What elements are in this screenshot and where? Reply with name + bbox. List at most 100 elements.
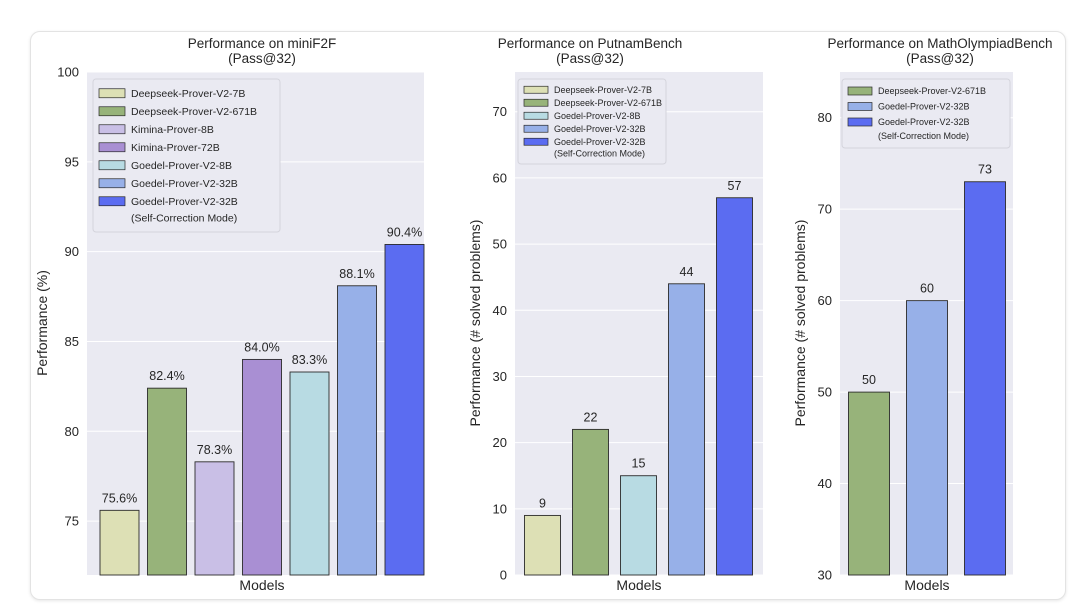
bar	[289, 371, 330, 576]
y-tick-label: 95	[65, 154, 79, 169]
legend-label: Goedel-Prover-V2-32B	[131, 178, 238, 190]
chart-subtitle: (Pass@32)	[228, 51, 296, 66]
y-axis-label: Performance (# solved problems)	[467, 220, 483, 427]
y-tick-label: 50	[818, 385, 832, 400]
bar-value-label: 44	[680, 265, 694, 279]
chart-title: Performance on miniF2F	[188, 36, 337, 51]
y-tick-label: 80	[65, 424, 79, 439]
y-tick-label: 10	[493, 501, 507, 516]
legend-swatch	[523, 124, 549, 133]
legend-swatch	[847, 117, 873, 127]
y-tick-label: 50	[493, 237, 507, 252]
y-tick-label: 70	[818, 202, 832, 217]
legend-label: Deepseek-Prover-V2-671B	[878, 86, 986, 96]
bar-value-label: 84.0%	[244, 340, 279, 354]
chart-title: Performance on PutnamBench	[498, 36, 683, 51]
bar-value-label: 90.4%	[387, 225, 422, 239]
chart-2: 0 10 20 30 40 50 60 70 9 22 15 44 57 Performance on P…	[467, 36, 763, 593]
bar-value-label: 60	[920, 282, 934, 296]
legend-swatch	[98, 178, 126, 189]
bar	[384, 244, 425, 576]
legend-label: Goedel-Prover-V2-8B	[131, 160, 232, 172]
bar	[572, 428, 609, 576]
bar-value-label: 82.4%	[149, 369, 184, 383]
x-axis-label: Models	[904, 577, 949, 593]
y-tick-label: 0	[500, 568, 507, 583]
legend-swatch	[847, 102, 873, 111]
legend-box	[92, 78, 281, 233]
chart-3: 30 40 50 60 70 80 50 60 73 Performance on MathOly…	[792, 36, 1053, 593]
bar	[668, 283, 705, 576]
bar	[716, 197, 753, 576]
y-axis-label: Performance (%)	[34, 270, 50, 376]
legend-swatch	[98, 196, 126, 207]
y-tick-label: 40	[493, 303, 507, 318]
bar-value-label: 57	[728, 179, 742, 193]
legend-swatch	[523, 85, 549, 94]
legend-swatch	[98, 106, 126, 117]
y-tick-label: 85	[65, 334, 79, 349]
legend-swatch	[523, 137, 549, 146]
bar-value-label: 88.1%	[339, 267, 374, 281]
legend-box	[517, 78, 667, 165]
bar-value-label: 73	[978, 163, 992, 177]
bar-value-label: 15	[632, 457, 646, 471]
y-tick-label: 30	[818, 568, 832, 583]
legend-label: Kimina-Prover-72B	[131, 142, 220, 154]
bar	[906, 300, 948, 576]
y-tick-label: 20	[493, 435, 507, 450]
bar	[620, 475, 657, 576]
legend-label: Goedel-Prover-V2-32B	[554, 124, 646, 134]
bar	[848, 391, 890, 576]
legend-swatch	[98, 160, 126, 171]
bar	[337, 285, 377, 576]
legend-label: Deepseek-Prover-V2-7B	[131, 88, 245, 100]
y-tick-label: 40	[818, 476, 832, 491]
y-tick-label: 75	[65, 514, 79, 529]
bar	[194, 461, 235, 576]
y-tick-label: 100	[57, 65, 79, 80]
bar-value-label: 9	[539, 496, 546, 510]
y-tick-label: 30	[493, 369, 507, 384]
y-tick-label: 80	[818, 110, 832, 125]
y-tick-label: 90	[65, 244, 79, 259]
bar-value-label: 50	[862, 373, 876, 387]
legend-label: (Self-Correction Mode)	[878, 131, 969, 141]
bar	[242, 358, 282, 576]
legend-label: Goedel-Prover-V2-32B	[554, 137, 646, 147]
legend-label: (Self-Correction Mode)	[554, 148, 645, 158]
y-tick-label: 60	[818, 293, 832, 308]
legend-label: Kimina-Prover-8B	[131, 124, 214, 136]
legend-swatch	[98, 88, 126, 99]
legend-swatch	[847, 86, 873, 96]
bar	[147, 387, 187, 576]
legend-label: Deepseek-Prover-V2-671B	[554, 98, 662, 108]
legend-swatch	[98, 124, 126, 135]
y-tick-label: 60	[493, 170, 507, 185]
bar	[99, 509, 140, 576]
chart-title: Performance on MathOlympiadBench	[827, 36, 1052, 51]
legend-label: Deepseek-Prover-V2-7B	[554, 85, 652, 95]
bar-value-label: 78.3%	[197, 443, 232, 457]
legend-label: Goedel-Prover-V2-32B	[131, 196, 238, 208]
chart-subtitle: (Pass@32)	[906, 51, 974, 66]
bar-value-label: 83.3%	[292, 353, 327, 367]
x-axis-label: Models	[239, 577, 284, 593]
legend-swatch	[523, 111, 549, 120]
chart-1: 75 80 85 90 95 100 75.6% 82.4% 78.3% 84.0% 83.3% 88…	[34, 36, 425, 593]
legend-box	[841, 78, 1011, 149]
legend-label: Goedel-Prover-V2-8B	[554, 111, 641, 121]
bar	[524, 514, 561, 576]
bar-value-label: 75.6%	[102, 491, 137, 505]
x-axis-label: Models	[616, 577, 661, 593]
legend-label: (Self-Correction Mode)	[131, 213, 237, 225]
chart-subtitle: (Pass@32)	[556, 51, 624, 66]
legend-swatch	[523, 98, 549, 107]
legend-swatch	[98, 142, 126, 153]
bar-value-label: 22	[584, 410, 598, 424]
legend-label: Deepseek-Prover-V2-671B	[131, 106, 257, 118]
legend-label: Goedel-Prover-V2-32B	[878, 117, 970, 127]
y-tick-label: 70	[493, 104, 507, 119]
bar	[964, 181, 1006, 576]
